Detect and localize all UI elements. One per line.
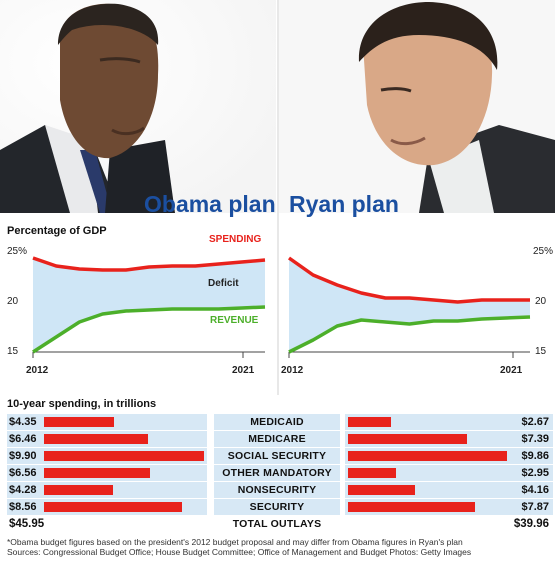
table-row: $8.56 SECURITY $7.87 — [7, 499, 553, 516]
obama-bar — [44, 434, 149, 444]
total-row: $45.95 TOTAL OUTLAYS $39.96 — [7, 516, 553, 533]
obama-total-cell: $45.95 — [7, 516, 207, 532]
ryan-y-tick-25: 25% — [533, 246, 553, 257]
obama-cell: $8.56 — [7, 499, 207, 515]
obama-cell: $4.35 — [7, 414, 207, 430]
ryan-cell: $2.95 — [345, 465, 553, 481]
ryan-bar — [348, 451, 508, 461]
table-row: $6.46 MEDICARE $7.39 — [7, 431, 553, 448]
obama-value: $4.35 — [9, 416, 37, 428]
obama-bar — [44, 451, 204, 461]
obama-y-tick-20: 20 — [7, 296, 19, 307]
gdp-label: Percentage of GDP — [7, 225, 107, 237]
ryan-deficit-area — [289, 258, 530, 352]
footnote: *Obama budget figures based on the presi… — [7, 537, 463, 547]
table-row: $9.90 SOCIAL SECURITY $9.86 — [7, 448, 553, 465]
ryan-value: $2.67 — [521, 416, 549, 428]
obama-cell: $6.56 — [7, 465, 207, 481]
category-label: OTHER MANDATORY — [214, 465, 340, 481]
center-divider — [277, 0, 279, 395]
person-photo-left — [0, 0, 276, 213]
ryan-chart: 25% 20 15 2012 2021 — [281, 246, 553, 376]
ryan-revenue-line — [288, 315, 531, 354]
ryan-bar — [348, 485, 416, 495]
obama-value: $8.56 — [9, 501, 37, 513]
obama-value: $4.28 — [9, 484, 37, 496]
obama-y-tick-25: 25% — [7, 246, 27, 257]
obama-bar — [44, 417, 115, 427]
ryan-plan-title: Ryan plan — [289, 191, 399, 217]
ryan-x-tick-end: 2021 — [500, 365, 523, 376]
category-label: NONSECURITY — [214, 482, 340, 498]
table-row: $4.28 NONSECURITY $4.16 — [7, 482, 553, 499]
obama-cell: $9.90 — [7, 448, 207, 464]
obama-bar — [44, 485, 114, 495]
obama-deficit-area — [33, 258, 265, 352]
obama-plan-title: Obama plan — [144, 191, 276, 217]
spending-table: $4.35 MEDICAID $2.67 $6.46 MEDICARE $7.3… — [7, 414, 553, 533]
obama-photo — [0, 0, 276, 213]
ryan-bar — [348, 502, 476, 512]
obama-value: $6.56 — [9, 467, 37, 479]
obama-revenue-line — [32, 305, 266, 354]
ryan-bar — [348, 468, 396, 478]
category-label: MEDICARE — [214, 431, 340, 447]
ryan-spending-line — [287, 256, 530, 304]
deficit-label: Deficit — [208, 278, 239, 289]
ryan-cell: $9.86 — [345, 448, 553, 464]
ryan-total-cell: $39.96 — [345, 516, 553, 532]
table-row: $4.35 MEDICAID $2.67 — [7, 414, 553, 431]
obama-cell: $4.28 — [7, 482, 207, 498]
ryan-value: $7.39 — [521, 433, 549, 445]
ryan-value: $9.86 — [521, 450, 549, 462]
obama-cell: $6.46 — [7, 431, 207, 447]
obama-x-tick-end: 2021 — [232, 365, 255, 376]
ryan-bar — [348, 417, 392, 427]
spending-table-label: 10-year spending, in trillions — [7, 398, 157, 410]
ryan-total: $39.96 — [513, 518, 549, 530]
category-label: SECURITY — [214, 499, 340, 515]
ryan-value: $7.87 — [521, 501, 549, 513]
total-label: TOTAL OUTLAYS — [214, 516, 340, 532]
obama-spending-line — [32, 256, 266, 272]
category-label: MEDICAID — [214, 414, 340, 430]
ryan-cell: $4.16 — [345, 482, 553, 498]
revenue-label: REVENUE — [210, 315, 259, 326]
obama-total: $45.95 — [9, 518, 45, 530]
ryan-value: $2.95 — [521, 467, 549, 479]
obama-chart: 25% 20 15 2012 2021 SPENDING Deficit REV… — [7, 234, 266, 376]
ryan-photo — [279, 0, 555, 213]
spending-label: SPENDING — [209, 234, 261, 245]
person-photo-right — [279, 0, 555, 213]
obama-value: $6.46 — [9, 433, 37, 445]
ryan-x-tick-start: 2012 — [281, 365, 304, 376]
ryan-bar — [348, 434, 468, 444]
ryan-value: $4.16 — [521, 484, 549, 496]
ryan-cell: $2.67 — [345, 414, 553, 430]
obama-y-tick-15: 15 — [7, 346, 19, 357]
sources: Sources: Congressional Budget Office; Ho… — [7, 547, 472, 557]
obama-bar — [44, 468, 150, 478]
category-label: SOCIAL SECURITY — [214, 448, 340, 464]
obama-x-tick-start: 2012 — [26, 365, 49, 376]
obama-value: $9.90 — [9, 450, 37, 462]
ryan-cell: $7.39 — [345, 431, 553, 447]
ryan-y-tick-20: 20 — [535, 296, 547, 307]
ryan-cell: $7.87 — [345, 499, 553, 515]
gdp-chart: 25% 20 15 2012 2021 SPENDING Deficit REV… — [7, 234, 553, 376]
ryan-y-tick-15: 15 — [535, 346, 547, 357]
obama-bar — [44, 502, 183, 512]
table-row: $6.56 OTHER MANDATORY $2.95 — [7, 465, 553, 482]
